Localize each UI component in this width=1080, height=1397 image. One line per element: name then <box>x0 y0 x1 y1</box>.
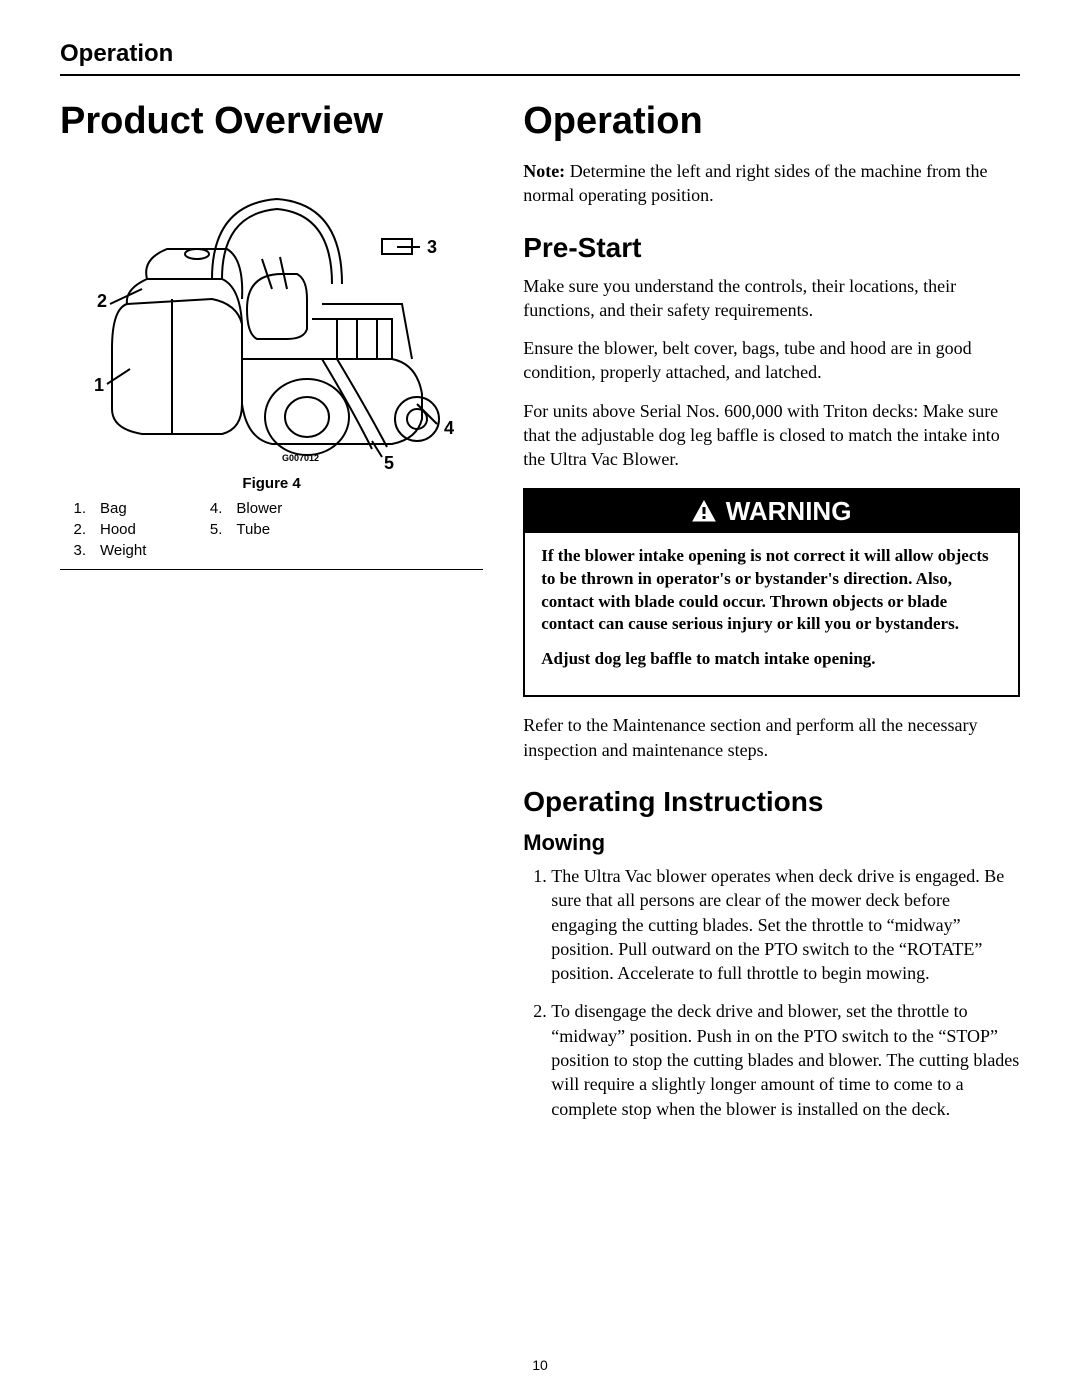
warning-label: WARNING <box>726 496 852 527</box>
drawing-id: G007012 <box>282 453 319 463</box>
mowing-steps: The Ultra Vac blower operates when deck … <box>523 864 1020 1121</box>
legend-num: 3. <box>70 542 86 559</box>
legend-num: 5. <box>206 521 222 538</box>
legend-item: 1. Bag <box>70 500 146 517</box>
legend-col-b: 4. Blower 5. Tube <box>206 500 282 559</box>
two-column-layout: Product Overview <box>60 100 1020 1135</box>
warning-triangle-icon <box>692 500 716 522</box>
legend-item: 4. Blower <box>206 500 282 517</box>
product-overview-title: Product Overview <box>60 100 483 143</box>
page-number: 10 <box>532 1357 548 1373</box>
prestart-p1: Make sure you understand the controls, t… <box>523 274 1020 323</box>
mower-illustration: 1 2 3 4 5 G007012 <box>72 159 472 469</box>
callout-2: 2 <box>97 291 107 311</box>
figure-4: 1 2 3 4 5 G007012 <box>60 159 483 469</box>
warning-p2: Adjust dog leg baffle to match intake op… <box>541 648 1002 671</box>
note-paragraph: Note: Determine the left and right sides… <box>523 159 1020 208</box>
callout-3: 3 <box>427 237 437 257</box>
mowing-title: Mowing <box>523 830 1020 856</box>
warning-title-bar: WARNING <box>525 490 1018 533</box>
after-warning-paragraph: Refer to the Maintenance section and per… <box>523 713 1020 762</box>
legend-label: Hood <box>100 521 136 538</box>
note-label: Note: <box>523 161 565 181</box>
mowing-step: The Ultra Vac blower operates when deck … <box>551 864 1020 985</box>
legend-item: 2. Hood <box>70 521 146 538</box>
prestart-title: Pre-Start <box>523 232 1020 264</box>
operating-instructions-title: Operating Instructions <box>523 786 1020 818</box>
legend-num: 4. <box>206 500 222 517</box>
callout-1: 1 <box>94 375 104 395</box>
operation-title: Operation <box>523 100 1020 143</box>
prestart-p3: For units above Serial Nos. 600,000 with… <box>523 399 1020 472</box>
page-header: Operation <box>60 40 1020 76</box>
legend-item: 5. Tube <box>206 521 282 538</box>
note-body: Determine the left and right sides of th… <box>523 161 987 205</box>
right-column: Operation Note: Determine the left and r… <box>523 100 1020 1135</box>
warning-p1: If the blower intake opening is not corr… <box>541 545 1002 637</box>
legend-col-a: 1. Bag 2. Hood 3. Weight <box>70 500 146 559</box>
left-column: Product Overview <box>60 100 483 1135</box>
callout-4: 4 <box>444 418 454 438</box>
legend-label: Tube <box>236 521 270 538</box>
warning-body: If the blower intake opening is not corr… <box>525 533 1018 696</box>
legend-num: 2. <box>70 521 86 538</box>
figure-caption: Figure 4 <box>60 475 483 492</box>
warning-box: WARNING If the blower intake opening is … <box>523 488 1020 698</box>
legend-label: Bag <box>100 500 127 517</box>
callout-5: 5 <box>384 453 394 469</box>
legend-label: Blower <box>236 500 282 517</box>
prestart-p2: Ensure the blower, belt cover, bags, tub… <box>523 336 1020 385</box>
legend-item: 3. Weight <box>70 542 146 559</box>
legend-label: Weight <box>100 542 146 559</box>
mowing-step: To disengage the deck drive and blower, … <box>551 999 1020 1120</box>
figure-legend: 1. Bag 2. Hood 3. Weight 4. Blower <box>60 500 483 570</box>
legend-num: 1. <box>70 500 86 517</box>
